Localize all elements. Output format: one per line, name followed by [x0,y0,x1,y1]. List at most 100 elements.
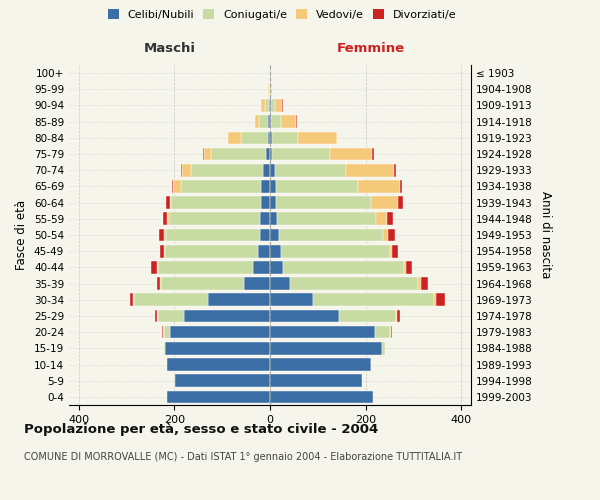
Bar [397,310,400,322]
Text: Femmine: Femmine [337,42,404,55]
Bar [268,132,270,144]
Bar [271,83,272,96]
Bar [175,374,270,387]
Bar [270,196,276,209]
Bar [241,132,268,144]
Bar [271,116,281,128]
Bar [389,326,391,338]
Legend: Celibi/Nubili, Coniugati/e, Vedovi/e, Divorziati/e: Celibi/Nubili, Coniugati/e, Vedovi/e, Di… [104,6,460,23]
Bar [258,245,270,258]
Bar [281,116,296,128]
Bar [271,99,275,112]
Bar [275,99,282,112]
Bar [394,164,396,176]
Bar [387,212,394,225]
Bar [270,164,275,176]
Text: COMUNE DI MORROVALLE (MC) - Dati ISTAT 1° gennaio 2004 - Elaborazione TUTTITALIA: COMUNE DI MORROVALLE (MC) - Dati ISTAT 1… [24,452,462,462]
Bar [358,180,400,192]
Bar [372,148,374,160]
Bar [277,212,376,225]
Bar [208,294,270,306]
Bar [404,261,406,274]
Bar [182,164,191,176]
Bar [166,196,170,209]
Bar [164,245,165,258]
Bar [270,116,271,128]
Bar [270,228,278,241]
Bar [167,212,169,225]
Bar [184,310,270,322]
Bar [165,245,258,258]
Bar [260,228,270,241]
Bar [166,228,260,241]
Bar [290,278,418,290]
Bar [270,278,290,290]
Bar [272,148,330,160]
Bar [434,294,436,306]
Bar [276,180,358,192]
Bar [313,294,434,306]
Bar [389,245,392,258]
Bar [151,261,157,274]
Bar [268,116,270,128]
Bar [270,326,375,338]
Bar [382,342,385,354]
Bar [158,310,184,322]
Bar [275,164,346,176]
Bar [205,148,211,160]
Bar [169,212,260,225]
Bar [340,310,396,322]
Bar [376,212,387,225]
Bar [244,278,270,290]
Bar [270,374,362,387]
Bar [130,294,133,306]
Bar [211,148,266,160]
Text: Maschi: Maschi [143,42,196,55]
Bar [167,358,270,371]
Bar [228,132,241,144]
Bar [392,245,398,258]
Bar [418,278,421,290]
Bar [253,261,270,274]
Bar [170,196,172,209]
Bar [330,148,372,160]
Bar [164,342,165,354]
Y-axis label: Anni di nascita: Anni di nascita [539,192,552,278]
Bar [263,164,270,176]
Bar [270,132,272,144]
Bar [160,278,161,290]
Bar [436,294,445,306]
Bar [260,212,270,225]
Bar [270,180,276,192]
Bar [157,310,158,322]
Bar [281,245,389,258]
Bar [259,116,268,128]
Bar [270,99,271,112]
Bar [371,196,398,209]
Bar [254,116,259,128]
Bar [383,228,388,241]
Bar [270,261,283,274]
Bar [266,148,270,160]
Bar [167,390,270,403]
Bar [272,132,298,144]
Bar [375,326,389,338]
Bar [191,164,263,176]
Bar [276,196,371,209]
Bar [346,164,394,176]
Bar [282,99,283,112]
Bar [388,228,395,241]
Bar [155,310,157,322]
Bar [164,326,170,338]
Bar [262,180,270,192]
Bar [270,358,371,371]
Bar [262,196,270,209]
Bar [165,342,270,354]
Bar [396,310,397,322]
Bar [298,132,337,144]
Bar [400,180,401,192]
Bar [157,278,160,290]
Bar [391,326,392,338]
Bar [265,99,269,112]
Bar [172,180,173,192]
